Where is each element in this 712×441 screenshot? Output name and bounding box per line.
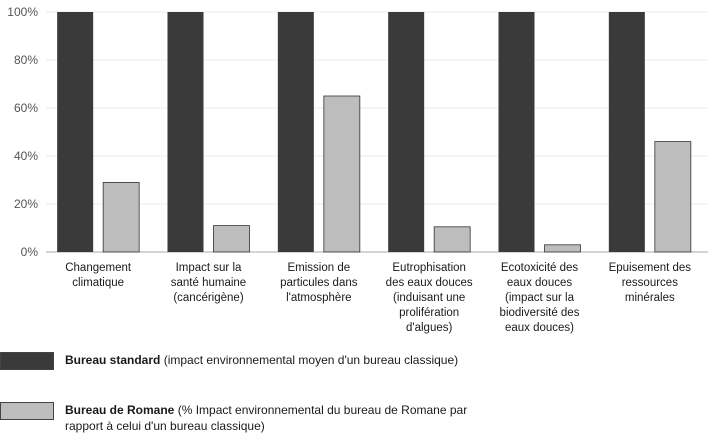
bar-bureau-romane [323,95,361,253]
bar-bureau-standard [388,12,425,252]
bar-bureau-standard [498,12,535,252]
bar-bureau-standard [57,12,94,252]
y-tick-label: 20% [14,197,38,211]
legend-description: (impact environnemental moyen d'un burea… [160,353,459,367]
bar-bureau-romane [433,226,471,253]
x-category-label: Epuisement des ressources minérales [608,262,692,304]
bar-bureau-standard [277,12,314,252]
bar-bureau-romane [213,225,250,253]
y-tick-label: 60% [14,101,38,115]
y-tick-label: 0% [21,245,39,259]
legend-item-romane: Bureau de Romane (% Impact environnement… [0,402,495,434]
bar-bureau-standard [167,12,204,252]
x-category-label: Impact sur la santé humaine (cancérigène… [170,262,247,304]
bar-bureau-romane [544,244,581,253]
y-tick-label: 100% [7,5,38,19]
bar-bureau-romane [102,181,140,253]
legend-item-standard: Bureau standard (impact environnemental … [0,352,625,370]
x-category-label: Changement climatique [65,262,132,289]
bar-bureau-romane [654,141,692,253]
y-tick-label: 40% [14,149,38,163]
x-category-label: Ecotoxicité des eaux douces (impact sur … [499,262,580,334]
legend-description: (% Impact environnemental du bureau de R… [65,403,468,433]
y-tick-label: 80% [14,53,38,67]
x-category-label: Eutrophisation des eaux douces (induisan… [385,262,473,334]
bar-bureau-standard [608,12,645,252]
legend-series-name: Bureau de Romane [65,403,175,417]
legend-swatch-standard [0,352,54,370]
legend-series-name: Bureau standard [65,353,161,367]
legend-swatch-romane [0,402,54,420]
x-category-label: Emission de particules dans l'atmosphère [280,262,358,304]
